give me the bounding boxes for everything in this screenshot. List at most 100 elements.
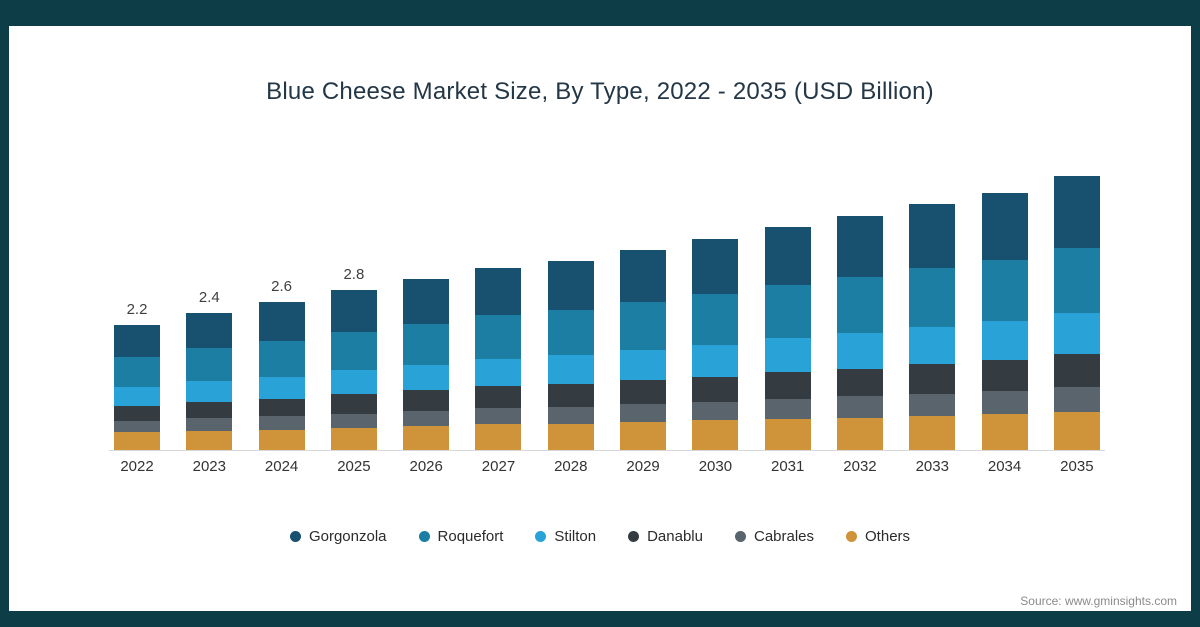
bar-segment-2029-gorgonzola — [620, 250, 667, 302]
bar-segment-2024-gorgonzola — [258, 302, 305, 342]
bar-segment-2033-roquefort — [909, 268, 956, 327]
bar-segment-2032-gorgonzola — [836, 216, 883, 278]
legend-item-roquefort: Roquefort — [418, 528, 504, 545]
bar-segment-2034-others — [981, 414, 1028, 450]
bar-segment-2030-danablu — [692, 376, 739, 402]
bar-column-2031 — [764, 203, 811, 450]
legend-dot-roquefort — [418, 531, 430, 542]
bar-column-2032 — [836, 192, 883, 450]
bar-column-2025: 2.8 — [330, 266, 377, 450]
bar-segment-2032-others — [836, 417, 883, 450]
bar-segment-2028-roquefort — [547, 310, 594, 356]
legend-label-roquefort: Roquefort — [437, 528, 504, 545]
bar-segment-2033-danablu — [909, 364, 956, 394]
bars-plot-area: 2.2 2.4 2.6 2.8 — [114, 166, 1100, 450]
bar-stack-2035 — [1053, 176, 1100, 450]
bar-segment-2027-others — [475, 424, 522, 450]
bar-segment-2025-danablu — [330, 394, 377, 414]
bar-column-2034 — [981, 169, 1028, 450]
bar-segment-2025-others — [330, 427, 377, 450]
bar-segment-2033-cabrales — [909, 393, 956, 416]
bar-segment-2028-cabrales — [547, 406, 594, 424]
bar-stack-2031 — [764, 227, 811, 450]
chart-title: Blue Cheese Market Size, By Type, 2022 -… — [266, 78, 934, 105]
bar-column-2030 — [692, 215, 739, 450]
bar-segment-2026-cabrales — [403, 410, 450, 427]
bar-segment-2023-stilton — [186, 381, 233, 402]
bar-segment-2028-gorgonzola — [547, 261, 594, 311]
legend-label-gorgonzola: Gorgonzola — [308, 528, 387, 545]
source-attribution: Source: www.gminsights.com — [1020, 594, 1177, 608]
bar-segment-2025-cabrales — [330, 413, 377, 428]
bar-column-2033 — [909, 180, 956, 450]
legend-label-others: Others — [865, 528, 911, 545]
bar-segment-2028-danablu — [547, 383, 594, 407]
x-axis-label-2024: 2024 — [264, 458, 299, 475]
bar-segment-2035-gorgonzola — [1053, 176, 1100, 248]
bar-segment-2026-others — [403, 426, 450, 450]
chart-legend: Gorgonzola Roquefort Stilton Danablu Cabrale… — [9, 528, 1191, 545]
legend-item-cabrales: Cabrales — [734, 528, 814, 545]
bar-segment-2032-cabrales — [836, 396, 883, 418]
bar-column-2035 — [1053, 152, 1100, 450]
x-axis-label-2023: 2023 — [192, 458, 226, 475]
legend-item-others: Others — [846, 528, 910, 545]
bar-segment-2025-gorgonzola — [330, 290, 377, 333]
bar-stack-2030 — [692, 239, 739, 450]
bar-segment-2033-others — [909, 415, 956, 450]
bar-segment-2022-stilton — [114, 387, 160, 407]
bar-segment-2032-danablu — [836, 368, 883, 397]
bar-segment-2022-gorgonzola — [114, 324, 160, 358]
legend-label-stilton: Stilton — [554, 528, 597, 545]
bar-segment-2029-others — [620, 422, 667, 450]
bar-segment-2031-cabrales — [764, 398, 811, 419]
bar-segment-2033-gorgonzola — [909, 204, 956, 269]
bar-segment-2027-gorgonzola — [475, 267, 522, 315]
bar-stack-2026 — [403, 279, 450, 450]
bar-segment-2030-stilton — [692, 344, 739, 377]
bar-column-2022: 2.2 — [114, 301, 160, 450]
bar-segment-2030-cabrales — [692, 401, 739, 421]
bar-segment-2022-danablu — [114, 406, 160, 421]
x-axis-label-2022: 2022 — [120, 458, 154, 475]
x-axis-label-2031: 2031 — [770, 458, 805, 475]
bar-stack-2023 — [186, 312, 233, 450]
bar-column-2027 — [475, 244, 522, 450]
bar-stack-2029 — [620, 250, 667, 450]
bar-segment-2027-cabrales — [475, 407, 522, 425]
bar-column-2029 — [620, 226, 667, 450]
bar-segment-2029-roquefort — [620, 301, 667, 350]
bar-segment-2031-gorgonzola — [764, 227, 811, 285]
bar-stack-2032 — [836, 216, 883, 450]
legend-dot-others — [846, 531, 858, 542]
bar-stack-2022 — [114, 324, 160, 450]
bar-segment-2023-gorgonzola — [186, 312, 233, 349]
x-axis-label-2028: 2028 — [554, 458, 588, 475]
bar-segment-2025-roquefort — [330, 332, 377, 371]
bar-segment-2026-roquefort — [403, 323, 450, 365]
bar-segment-2024-roquefort — [258, 341, 305, 377]
bar-segment-2022-others — [114, 432, 160, 450]
bar-segment-2035-danablu — [1053, 354, 1100, 388]
bar-segment-2031-roquefort — [764, 284, 811, 339]
bar-column-2023: 2.4 — [186, 289, 233, 450]
bar-segment-2035-others — [1053, 411, 1100, 450]
bar-stack-2024 — [258, 302, 305, 450]
bar-segment-2029-cabrales — [620, 403, 667, 423]
legend-item-stilton: Stilton — [535, 528, 596, 545]
bar-segment-2035-cabrales — [1053, 387, 1100, 412]
legend-item-gorgonzola: Gorgonzola — [289, 528, 387, 545]
bar-segment-2030-others — [692, 420, 739, 450]
bar-segment-2026-danablu — [403, 390, 450, 411]
bar-column-2028 — [547, 237, 594, 450]
bar-segment-2030-gorgonzola — [692, 239, 739, 294]
bar-segment-2027-stilton — [475, 358, 522, 387]
x-axis-label-2033: 2033 — [915, 458, 949, 475]
bar-value-label-2025: 2.8 — [343, 266, 365, 284]
bar-segment-2035-stilton — [1053, 313, 1100, 355]
bar-segment-2029-danablu — [620, 380, 667, 404]
bar-segment-2030-roquefort — [692, 293, 739, 345]
bar-segment-2034-danablu — [981, 359, 1028, 391]
bar-value-label-2022: 2.2 — [126, 300, 148, 318]
x-axis-label-2029: 2029 — [626, 458, 660, 475]
